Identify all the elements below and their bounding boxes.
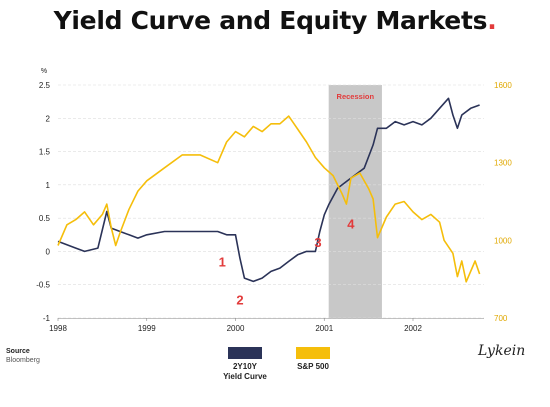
y-right-tick-label: 1600 — [494, 81, 512, 90]
x-tick-label: 2001 — [315, 324, 333, 333]
y-left-unit: % — [41, 68, 47, 75]
y-right-tick-label: 1300 — [494, 159, 512, 168]
y-left-tick-label: -1 — [43, 314, 51, 323]
chart-svg: Recession -1 -0.5 0 0.5 1 1.5 2 2.5 700 1000 1300 16… — [36, 68, 512, 333]
y-left-tick-label: 2 — [46, 114, 51, 123]
annotation-4: 4 — [347, 216, 355, 231]
y-left-tick-label: 2.5 — [39, 81, 51, 90]
source-note: Source Bloomberg — [6, 347, 40, 365]
legend-item-yield-curve: 2Y10Y Yield Curve — [216, 347, 274, 382]
x-tick-label: 1999 — [138, 324, 156, 333]
legend-label-sp500: S&P 500 — [297, 362, 329, 371]
x-tick-label: 2002 — [404, 324, 422, 333]
source-label: Source — [6, 348, 30, 355]
annotation-1: 1 — [219, 254, 226, 269]
legend-swatch-yield-curve — [228, 347, 262, 359]
recession-label: Recession — [337, 92, 375, 101]
chart-title-text: Yield Curve and Equity Markets — [53, 6, 488, 35]
y-left-tick-label: 1 — [46, 181, 51, 190]
series-line-yield-curve — [57, 97, 480, 283]
y-left-tick-label: 1.5 — [39, 148, 51, 157]
y-left-tick-label: 0 — [46, 247, 51, 256]
legend-label-yield-line2: Yield Curve — [223, 372, 267, 381]
y-right-tick-label: 1000 — [494, 236, 512, 245]
legend-item-sp500: S&P 500 — [285, 347, 341, 372]
title-dot: . — [487, 6, 497, 35]
x-tick-label: 2000 — [227, 324, 245, 333]
y-left-tick-label: 0.5 — [39, 214, 51, 223]
legend-label-yield-line1: 2Y10Y — [232, 362, 258, 371]
legend-swatch-sp500 — [296, 347, 330, 359]
annotation-2: 2 — [236, 292, 243, 307]
lykein-logo: Lykein — [478, 343, 526, 359]
x-tick-label: 1998 — [49, 324, 67, 333]
annotation-3: 3 — [314, 235, 321, 250]
series-line-sp500 — [57, 115, 481, 283]
source-value: Bloomberg — [6, 357, 40, 364]
y-right-tick-label: 700 — [494, 314, 508, 323]
chart-title: Yield Curve and Equity Markets. — [0, 6, 550, 35]
y-left-tick-label: -0.5 — [36, 281, 50, 290]
